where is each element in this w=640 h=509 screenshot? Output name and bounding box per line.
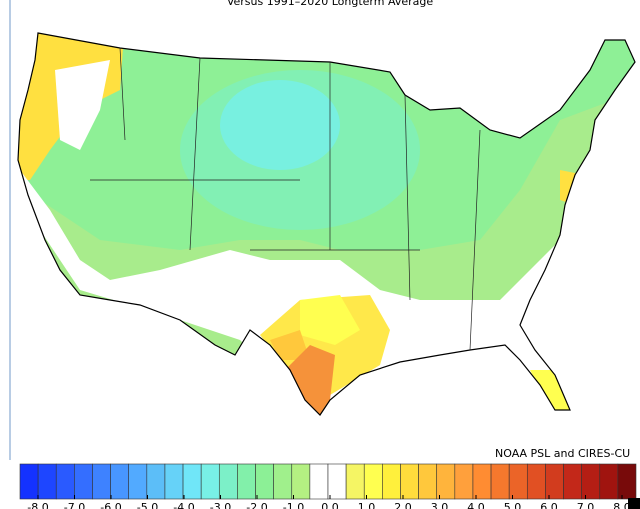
colorbar-swatch <box>345 463 365 500</box>
colorbar-swatch <box>237 463 256 500</box>
colorbar-swatch <box>617 463 637 500</box>
colorbar-tick-label: -1.0 <box>283 501 304 509</box>
colorbar-tick-label: -6.0 <box>100 501 121 509</box>
colorbar-tick-label: 2.0 <box>394 501 412 509</box>
colorbar-swatch <box>418 463 438 500</box>
colorbar-tick-label: -7.0 <box>64 501 85 509</box>
colorbar-tick-label: -4.0 <box>173 501 194 509</box>
colorbar-swatch <box>55 463 75 500</box>
colorbar-swatch <box>37 463 57 500</box>
colorbar-swatch <box>563 463 582 500</box>
colorbar-swatch <box>182 463 202 500</box>
colorbar-swatch <box>74 463 93 500</box>
colorbar-swatch <box>146 463 166 500</box>
colorbar: -8.0 -7.0 -6.0 -5.0 -4.0 -3.0 -2.0 -1.0 0.0 1.0 2.… <box>19 463 637 509</box>
colorbar-swatch <box>200 463 220 500</box>
credit: NOAA PSL and CIRES-CU <box>495 447 630 460</box>
colorbar-tick-label: -2.0 <box>246 501 267 509</box>
colorbar-swatch <box>472 463 492 500</box>
colorbar-swatch <box>363 463 383 500</box>
colorbar-tick-label: 7.0 <box>577 501 595 509</box>
colorbar-tick-label: 1.0 <box>358 501 376 509</box>
colorbar-swatch <box>92 463 111 500</box>
colorbar-swatch <box>400 463 419 500</box>
colorbar-swatch <box>327 463 347 500</box>
colorbar-tick-label: 8.0 <box>613 501 631 509</box>
map-title: Versus 1991–2020 Longterm Average <box>227 0 434 8</box>
colorbar-swatch <box>255 463 274 500</box>
colorbar-swatch <box>599 463 619 500</box>
colorbar-tick-label: 5.0 <box>504 501 522 509</box>
corner-block <box>628 498 640 509</box>
colorbar-tick-label: -5.0 <box>137 501 158 509</box>
colorbar-swatch <box>581 463 601 500</box>
colorbar-tick-label: 6.0 <box>540 501 558 509</box>
colorbar-swatch <box>19 463 39 500</box>
colorbar-tick-label: -3.0 <box>210 501 231 509</box>
colorbar-swatch <box>291 463 311 500</box>
map-fill <box>18 33 635 415</box>
colorbar-tick-label: 0.0 <box>321 501 339 509</box>
colorbar-swatch <box>490 463 510 500</box>
colorbar-swatch <box>382 463 401 500</box>
colorbar-swatch <box>128 463 148 500</box>
colorbar-swatch <box>508 463 528 500</box>
colorbar-swatch <box>545 463 564 500</box>
colorbar-tick-label: 3.0 <box>431 501 449 509</box>
colorbar-tick-label: -8.0 <box>27 501 48 509</box>
colorbar-swatch <box>526 463 546 500</box>
colorbar-swatch <box>110 463 130 500</box>
colorbar-swatch <box>218 463 238 500</box>
state-borders <box>90 47 481 351</box>
colorbar-swatch <box>454 463 474 500</box>
colorbar-swatch <box>309 463 329 500</box>
colorbar-tick-label: 4.0 <box>467 501 485 509</box>
colorbar-swatch <box>273 463 293 500</box>
colorbar-swatch <box>164 463 184 500</box>
colorbar-swatch <box>436 463 456 500</box>
